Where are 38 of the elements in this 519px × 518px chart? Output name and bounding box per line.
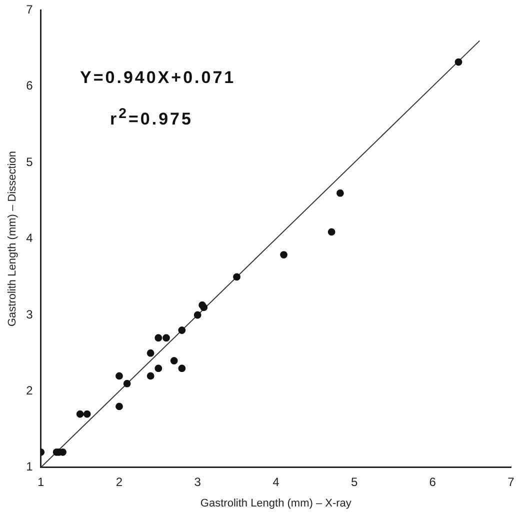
point xyxy=(454,58,462,66)
annotation: r$^{2}$=0.975 xyxy=(110,106,193,130)
point xyxy=(76,410,84,418)
point xyxy=(178,364,186,372)
point xyxy=(170,357,178,364)
point xyxy=(328,228,336,236)
y-tick-label: 3 xyxy=(26,307,34,322)
y-tick-label: 1 xyxy=(26,460,34,474)
annotation: Y=0.940X+0.071 xyxy=(80,68,236,88)
point xyxy=(162,334,170,342)
point xyxy=(233,273,240,281)
point xyxy=(123,380,131,388)
x-tick-label: 4 xyxy=(272,474,280,489)
x-tick-label: 6 xyxy=(429,474,436,489)
point xyxy=(200,304,208,312)
point xyxy=(178,326,186,334)
y-tick-label: 7 xyxy=(26,2,34,17)
point xyxy=(116,372,123,380)
x-tick-label: 3 xyxy=(194,474,202,489)
point xyxy=(154,334,162,342)
point xyxy=(194,311,202,319)
point xyxy=(83,410,91,418)
x-axis-title: Gastrolith Length (mm) – X-ray xyxy=(200,497,352,510)
x-tick-label: 2 xyxy=(116,474,123,489)
x-tick-label: 5 xyxy=(350,474,358,489)
y-tick-label: 5 xyxy=(26,154,34,169)
point xyxy=(154,364,162,372)
point xyxy=(280,251,288,258)
x-tick-label: 1 xyxy=(38,474,45,489)
y-tick-label: 4 xyxy=(26,231,34,246)
point xyxy=(146,349,154,357)
point xyxy=(336,189,344,197)
x-tick-label: 7 xyxy=(508,474,515,489)
y-tick-label: 6 xyxy=(26,78,34,93)
y-tick-label: 2 xyxy=(26,384,34,398)
point xyxy=(146,372,154,380)
y-axis-title: Gastrolith Length (mm) – Dissection xyxy=(6,151,19,327)
point xyxy=(116,402,123,410)
